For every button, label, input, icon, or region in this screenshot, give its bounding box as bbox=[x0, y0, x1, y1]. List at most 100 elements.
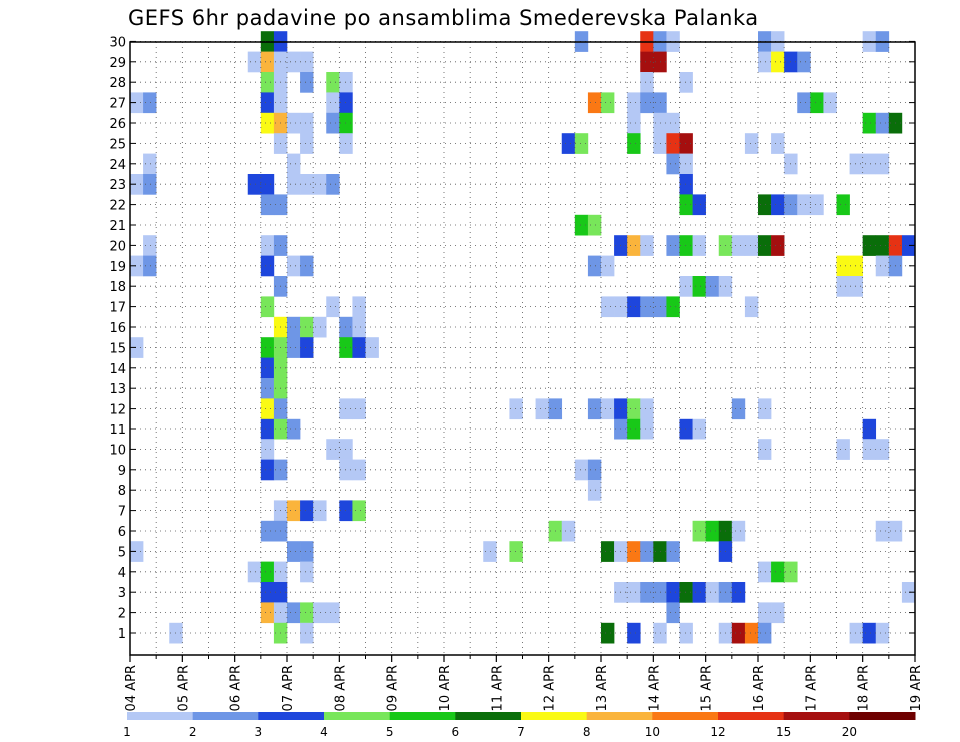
heat-cell bbox=[627, 541, 641, 562]
heat-cell bbox=[679, 194, 693, 216]
heat-cell bbox=[260, 92, 275, 114]
heat-cell bbox=[875, 153, 890, 175]
heat-cell bbox=[692, 194, 706, 216]
y-tick-label: 2 bbox=[118, 607, 126, 622]
heat-cell bbox=[300, 316, 314, 338]
heat-cell bbox=[744, 133, 759, 154]
colorbar-swatch bbox=[849, 712, 916, 720]
y-tick-label: 7 bbox=[118, 505, 126, 520]
heat-cell bbox=[679, 276, 693, 297]
heat-cell bbox=[666, 602, 680, 624]
heat-cell bbox=[875, 520, 890, 542]
heat-cell bbox=[509, 398, 523, 420]
x-tick-label: 15 APR bbox=[700, 665, 715, 711]
heat-cell bbox=[875, 112, 890, 134]
heat-cell bbox=[758, 602, 772, 624]
heat-cell bbox=[339, 500, 353, 522]
heat-cell bbox=[601, 92, 615, 114]
heat-cell bbox=[287, 51, 301, 73]
y-tick-label: 16 bbox=[109, 321, 126, 336]
heat-cell bbox=[300, 255, 314, 277]
heat-cell bbox=[731, 398, 746, 420]
y-tick-label: 29 bbox=[109, 56, 126, 71]
colorbar-swatch bbox=[783, 712, 850, 720]
heat-cell bbox=[326, 296, 340, 318]
heat-cell bbox=[247, 174, 262, 195]
heat-cell bbox=[339, 92, 353, 114]
y-tick-label: 21 bbox=[109, 219, 126, 234]
colorbar-label: 6 bbox=[452, 725, 460, 739]
heat-cell bbox=[326, 92, 340, 114]
colorbar-swatch bbox=[718, 712, 785, 720]
heat-cell bbox=[365, 337, 379, 358]
x-tick-label: 07 APR bbox=[281, 665, 296, 711]
heat-cell bbox=[679, 72, 693, 93]
heat-cell bbox=[705, 276, 720, 297]
heat-cell bbox=[627, 112, 641, 134]
heat-cell bbox=[862, 112, 877, 134]
heat-cell bbox=[313, 500, 327, 522]
heat-cell bbox=[143, 92, 157, 114]
y-tick-label: 27 bbox=[109, 97, 126, 112]
heat-cell bbox=[836, 194, 850, 216]
colorbar-label: 4 bbox=[320, 725, 328, 739]
heat-cell bbox=[287, 153, 301, 175]
heat-cell bbox=[758, 51, 772, 73]
heat-cell bbox=[300, 500, 314, 522]
heat-cell bbox=[287, 255, 301, 277]
heat-cell bbox=[247, 51, 262, 73]
heat-cell bbox=[352, 316, 366, 338]
heat-cell bbox=[640, 296, 654, 318]
heat-cell bbox=[260, 357, 275, 379]
heat-cell bbox=[679, 235, 693, 256]
heat-cell bbox=[666, 582, 680, 603]
colorbar-label: 10 bbox=[645, 725, 660, 739]
heat-cell bbox=[339, 112, 353, 134]
heat-cell bbox=[143, 153, 157, 175]
heat-cell bbox=[627, 235, 641, 256]
y-tick-label: 17 bbox=[109, 301, 126, 316]
heat-cell bbox=[692, 582, 706, 603]
heat-cell bbox=[666, 235, 680, 256]
heat-cell bbox=[561, 520, 576, 542]
heat-cell bbox=[627, 92, 641, 114]
colorbar-label: 5 bbox=[386, 725, 394, 739]
heat-cell bbox=[326, 602, 340, 624]
heat-cell bbox=[260, 378, 275, 399]
heat-cell bbox=[731, 235, 746, 256]
heat-cell bbox=[627, 398, 641, 420]
heat-cell bbox=[666, 133, 680, 154]
heat-cell bbox=[731, 582, 746, 603]
x-tick-label: 14 APR bbox=[647, 665, 662, 711]
heat-cell bbox=[287, 541, 301, 562]
heat-cell bbox=[849, 153, 863, 175]
heat-cell bbox=[901, 235, 916, 256]
heat-cell bbox=[260, 235, 275, 256]
heat-cell bbox=[483, 541, 497, 562]
grid-layer bbox=[130, 41, 915, 655]
y-tick-label: 28 bbox=[109, 76, 126, 91]
y-tick-label: 24 bbox=[109, 158, 126, 173]
heat-cell bbox=[574, 214, 589, 236]
heat-cell bbox=[326, 112, 340, 134]
heat-cell bbox=[744, 235, 759, 256]
heat-cell bbox=[705, 582, 720, 603]
y-tick-label: 8 bbox=[118, 484, 126, 499]
colorbar-label: 20 bbox=[842, 725, 857, 739]
heat-cell bbox=[339, 337, 353, 358]
heat-cell bbox=[640, 541, 654, 562]
heat-cell bbox=[535, 398, 549, 420]
heat-cell bbox=[862, 622, 877, 644]
y-tick-label: 14 bbox=[109, 362, 126, 377]
y-tick-label: 13 bbox=[109, 382, 126, 397]
x-tick-label: 13 APR bbox=[595, 665, 610, 711]
heat-cell bbox=[260, 582, 275, 603]
y-tick-label: 5 bbox=[118, 545, 126, 560]
colorbar-swatch bbox=[521, 712, 588, 720]
colorbar-label: 2 bbox=[189, 725, 197, 739]
heat-cell bbox=[260, 520, 275, 542]
heat-cell bbox=[679, 418, 693, 440]
y-tick-label: 30 bbox=[109, 35, 126, 50]
heat-cell bbox=[260, 112, 275, 134]
y-tick-label: 22 bbox=[109, 199, 126, 214]
